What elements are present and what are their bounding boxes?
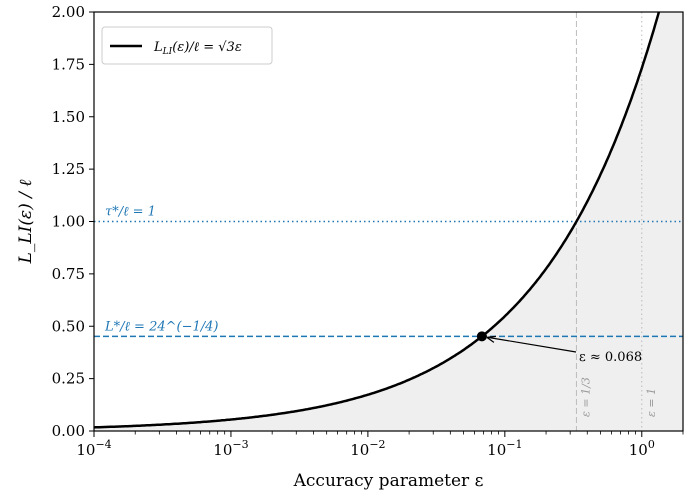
- y-tick-label: 0.75: [52, 265, 85, 283]
- x-tick-label: 10−2: [350, 438, 385, 459]
- vline-label-0: ε = 1/3: [579, 377, 592, 417]
- vline-label-1: ε = 1: [645, 388, 658, 417]
- hline-label-0: τ*/ℓ = 1: [105, 205, 156, 220]
- x-tick-label: 10−1: [487, 438, 522, 459]
- arrow-head: [486, 335, 496, 343]
- y-tick-label: 1.00: [52, 213, 85, 231]
- annotation-text: ε ≈ 0.068: [579, 350, 642, 365]
- x-tick-label: 100: [629, 438, 655, 459]
- series-line: [94, 12, 661, 429]
- legend-box: [101, 26, 273, 65]
- hline-label-1: L*/ℓ = 24^(−1/4): [104, 319, 218, 334]
- annotation-arrow: [487, 336, 577, 353]
- y-tick-label: 0.00: [52, 422, 85, 440]
- y-tick-label: 1.50: [52, 108, 85, 126]
- y-tick-label: 1.75: [52, 55, 85, 73]
- legend-label: LLI(ε)/ℓ = √3ε: [153, 40, 242, 57]
- area-under-curve: [94, 12, 683, 431]
- data-point: [476, 331, 487, 342]
- y-tick-label: 2.00: [52, 3, 85, 21]
- x-tick-label: 10−3: [213, 438, 248, 459]
- y-tick-label: 0.50: [52, 317, 85, 335]
- y-tick-label: 1.25: [52, 160, 85, 178]
- x-tick-label: 10−4: [76, 438, 111, 459]
- y-tick-label: 0.25: [52, 370, 85, 388]
- x-axis-label: Accuracy parameter ε: [293, 471, 484, 491]
- y-axis-label: L_LI(ε) / ℓ: [16, 180, 36, 265]
